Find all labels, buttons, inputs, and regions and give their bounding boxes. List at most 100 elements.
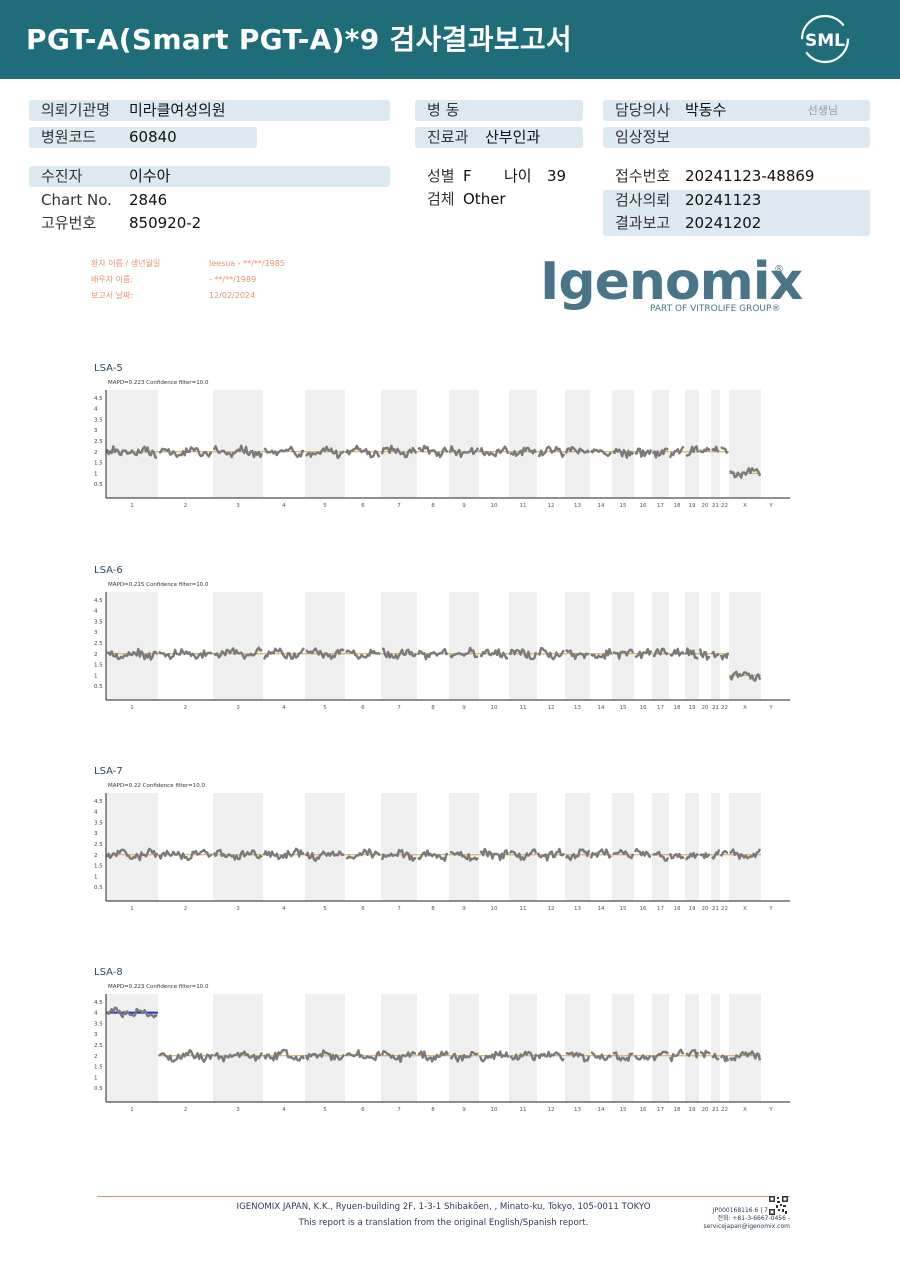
copy-number-trace [565, 1051, 591, 1063]
x-tick-label: 13 [574, 705, 581, 711]
y-tick-label: 2 [94, 1054, 98, 1060]
copy-number-trace [633, 1054, 652, 1061]
copy-number-trace [699, 446, 711, 454]
igenomix-reg-mark: ® [774, 264, 784, 275]
department-value: 산부인과 [485, 128, 541, 146]
y-tick-label: 1.5 [94, 864, 103, 870]
chart-subtitle: MAPD=0.223 Confidence filter=10.0 [108, 984, 209, 990]
chromosome-band [565, 390, 590, 498]
unique-id-field: 고유번호 850920-2 [29, 213, 390, 234]
y-tick-label: 3.5 [94, 820, 103, 826]
copy-number-trace [380, 1049, 417, 1064]
copy-number-trace [729, 848, 762, 860]
copy-number-trace [213, 1050, 264, 1063]
copy-number-trace [509, 848, 538, 861]
copy-number-trace [345, 1049, 382, 1062]
doctor-value: 박동수 [685, 101, 727, 119]
x-tick-label: 21 [712, 705, 719, 711]
chromosome-band [449, 793, 479, 901]
x-tick-label: 21 [712, 503, 719, 509]
report-header: PGT-A(Smart PGT-A)*9 검사결과보고서 SML [0, 0, 900, 79]
x-tick-label: 16 [640, 503, 647, 509]
copy-number-trace [590, 1051, 612, 1062]
x-tick-label: 22 [721, 1107, 728, 1113]
copy-number-trace [158, 648, 213, 660]
x-tick-label: 17 [657, 906, 664, 912]
copy-number-trace [612, 1051, 634, 1062]
copy-number-trace [479, 648, 509, 660]
x-tick-label: Y [768, 503, 773, 509]
x-tick-label: 14 [598, 705, 605, 711]
chromosome-band [565, 592, 590, 700]
chromosome-band [305, 390, 345, 498]
chromosome-band [213, 793, 263, 901]
copy-number-trace [479, 847, 510, 862]
chromosome-band [711, 994, 720, 1102]
x-tick-label: 12 [548, 906, 555, 912]
copy-number-trace [651, 1050, 669, 1062]
x-tick-label: 4 [282, 1107, 286, 1113]
chart-title: LSA-6 [94, 565, 123, 576]
chromosome-band [509, 592, 537, 700]
x-tick-label: 20 [702, 906, 709, 912]
chromosome-band [729, 390, 761, 498]
chromosome-band [711, 592, 720, 700]
y-tick-label: 0.5 [94, 885, 103, 891]
chromosome-band [729, 994, 761, 1102]
x-tick-label: 15 [620, 1107, 627, 1113]
copy-number-trace [536, 847, 565, 862]
chromosome-band [729, 592, 761, 700]
x-tick-label: 11 [520, 503, 527, 509]
x-tick-label: Y [768, 1107, 773, 1113]
y-tick-label: 1.5 [94, 663, 103, 669]
x-tick-label: 15 [620, 705, 627, 711]
copy-number-trace [345, 848, 381, 860]
chromosome-band [612, 793, 634, 901]
copy-number-trace [710, 650, 720, 659]
x-tick-label: 1 [130, 1107, 134, 1113]
y-tick-label: 4.5 [94, 598, 103, 604]
copy-number-trace [711, 445, 720, 453]
copy-number-trace [416, 647, 449, 661]
y-tick-label: 1 [94, 874, 98, 880]
x-tick-label: 19 [689, 705, 696, 711]
doctor-field: 담당의사 박동수 선생님 [603, 100, 870, 121]
x-tick-label: 8 [431, 503, 435, 509]
receipt-value: 20241123-48869 [685, 167, 815, 185]
copy-number-trace [344, 444, 381, 459]
y-tick-label: 4.5 [94, 1000, 103, 1006]
chart-no-field: Chart No. 2846 [29, 190, 390, 211]
copy-number-trace [537, 445, 566, 458]
x-tick-label: 5 [323, 906, 327, 912]
institution-label: 의뢰기관명 [41, 101, 111, 119]
copy-number-trace [684, 851, 699, 861]
y-tick-label: 2.5 [94, 641, 103, 647]
chromosome-band [509, 994, 537, 1102]
copy-number-trace [634, 447, 653, 458]
x-tick-label: 7 [397, 705, 401, 711]
copy-number-trace [213, 646, 263, 660]
copy-number-trace [106, 1006, 158, 1019]
lab-partner-key: 배우자 이름: [91, 275, 134, 284]
copy-number-trace [652, 850, 670, 862]
copy-number-trace [212, 444, 264, 459]
report-date-label: 결과보고 [615, 214, 671, 232]
y-tick-label: 2.5 [94, 1043, 103, 1049]
x-tick-label: 8 [431, 705, 435, 711]
copy-number-trace [590, 448, 612, 458]
request-value: 20241123 [685, 191, 762, 209]
hospital-code-label: 병원코드 [41, 128, 97, 146]
copy-number-trace [158, 1049, 214, 1063]
ward-label: 병 동 [427, 101, 460, 119]
unique-id-label: 고유번호 [41, 214, 97, 232]
copy-number-trace [651, 447, 669, 459]
copy-number-trace [417, 849, 449, 862]
y-tick-label: 3.5 [94, 619, 103, 625]
x-tick-label: 9 [462, 1107, 466, 1113]
x-tick-label: 2 [184, 503, 188, 509]
copy-number-trace [711, 1052, 720, 1061]
chromosome-band [381, 390, 417, 498]
chromosome-band [449, 994, 479, 1102]
x-tick-label: 5 [323, 503, 327, 509]
chromosome-band [509, 793, 537, 901]
